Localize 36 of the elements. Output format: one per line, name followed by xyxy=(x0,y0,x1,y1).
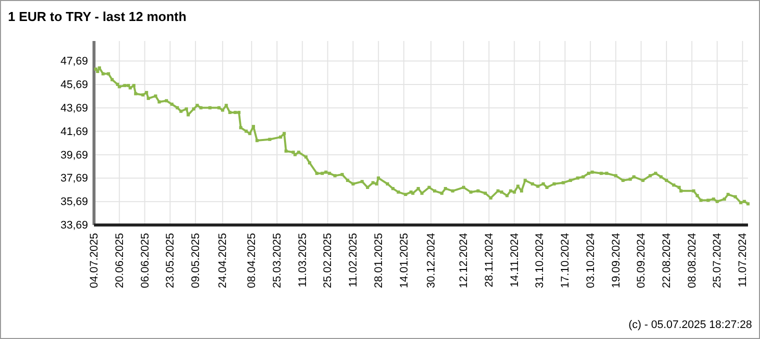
x-tick-label: 20.06.2025 xyxy=(114,233,126,288)
x-tick-label: 04.07.2025 xyxy=(88,233,101,288)
x-tick-label: 28.01.2025 xyxy=(372,233,385,288)
text: (c) - 05.07.2025 18:27:28 xyxy=(628,319,752,331)
x-tick-label: 28.11.2024 xyxy=(483,233,496,288)
x-tick-label: 22.08.2024 xyxy=(660,233,673,288)
x-tick-label: 23.05.2025 xyxy=(164,233,177,288)
x-tick-label: 06.06.2025 xyxy=(139,233,152,288)
x-tick-label: 08.04.2025 xyxy=(246,233,258,288)
y-tick-label: 35,69 xyxy=(60,196,88,208)
x-tick-label: 25.03.2025 xyxy=(271,233,284,288)
chart-title: 1 EUR to TRY - last 12 month xyxy=(8,9,186,24)
y-tick-label: 45,69 xyxy=(60,78,88,91)
x-tick-label: 24.04.2025 xyxy=(217,233,230,288)
x-tick-label: 12.12.2024 xyxy=(458,233,470,288)
x-tick-label: 11.07.2024 xyxy=(737,233,750,288)
x-tick-label: 25.07.2024 xyxy=(712,233,724,288)
x-tick-label: 25.02.2025 xyxy=(322,233,334,288)
x-tick-label: 11.02.2025 xyxy=(348,233,360,288)
x-tick-label: 11.03.2025 xyxy=(296,233,309,288)
x-tick-label: 09.05.2025 xyxy=(190,233,202,288)
x-tick-label: 05.09.2024 xyxy=(636,233,648,288)
x-tick-label: 17.10.2024 xyxy=(560,233,572,288)
x-tick-label: 14.11.2024 xyxy=(508,233,521,288)
y-tick-label: 47,69 xyxy=(60,56,88,68)
y-tick-label: 41,69 xyxy=(60,126,88,138)
x-tick-label: 03.10.2024 xyxy=(584,233,597,288)
y-tick-label: 33,69 xyxy=(60,220,88,232)
y-tick-label: 39,69 xyxy=(60,149,88,162)
x-tick-label: 31.10.2024 xyxy=(534,233,546,288)
y-tick-label: 43,69 xyxy=(60,102,88,114)
x-tick-label: 08.08.2024 xyxy=(686,233,698,288)
x-tick-label: 19.09.2024 xyxy=(610,233,622,288)
x-tick-label: 14.01.2025 xyxy=(398,233,410,288)
x-tick-label: 30.12.2024 xyxy=(425,233,438,288)
y-tick-label: 37,69 xyxy=(60,172,88,185)
